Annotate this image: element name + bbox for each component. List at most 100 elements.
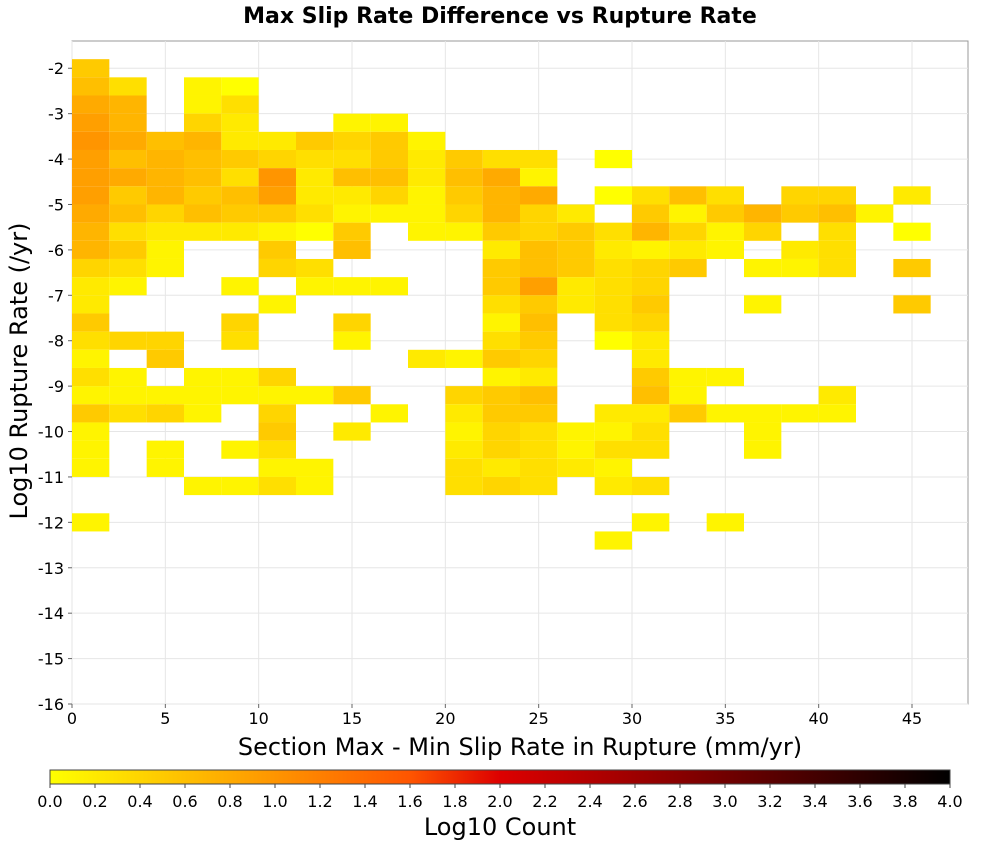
colorbar-tick-label: 2.4 (577, 792, 602, 811)
heatmap-cell (333, 113, 371, 132)
heatmap-cell (594, 258, 632, 278)
heatmap-cell (482, 331, 520, 350)
heatmap-cell (557, 277, 595, 296)
heatmap-cell (221, 222, 259, 241)
heatmap-cell (706, 204, 744, 223)
heatmap-cell (109, 204, 147, 223)
heatmap-cell (408, 131, 446, 150)
heatmap-cell (333, 186, 371, 205)
heatmap-cell (258, 131, 296, 150)
heatmap-cell (520, 386, 558, 405)
heatmap-cell (632, 277, 670, 296)
heatmap-cell (818, 258, 856, 278)
y-tick-label: -3 (48, 105, 64, 124)
heatmap-cell (333, 277, 371, 296)
y-tick-label: -13 (38, 559, 64, 578)
heatmap-cell (333, 240, 371, 259)
heatmap-cell (221, 476, 259, 496)
heatmap-cells (72, 59, 968, 722)
heatmap-cell (146, 440, 184, 459)
heatmap-cell (221, 95, 259, 114)
heatmap-cell (258, 295, 296, 314)
heatmap-cell (72, 277, 110, 296)
heatmap-cell (557, 240, 595, 259)
colorbar-tick-label: 1.6 (397, 792, 422, 811)
heatmap-cell (744, 404, 782, 423)
y-tick-label: -5 (48, 195, 64, 214)
heatmap-cell (482, 476, 520, 496)
x-axis-label: Section Max - Min Slip Rate in Rupture (… (238, 733, 802, 761)
heatmap-cell (184, 386, 222, 405)
heatmap-cell (594, 331, 632, 350)
heatmap-cell (520, 313, 558, 332)
heatmap-cell (557, 422, 595, 441)
heatmap-cell (520, 440, 558, 459)
heatmap-cell (893, 258, 931, 278)
colorbar-tick-label: 1.4 (352, 792, 377, 811)
heatmap-cell (296, 131, 334, 150)
heatmap-cell (856, 704, 893, 722)
heatmap-cell (296, 458, 334, 477)
y-tick-label: -14 (38, 604, 64, 623)
heatmap-cell (408, 204, 446, 223)
heatmap-cell (594, 313, 632, 332)
heatmap-cell (781, 186, 819, 205)
y-tick-label: -9 (48, 377, 64, 396)
heatmap-cell (632, 440, 670, 459)
heatmap-cell (482, 440, 520, 459)
heatmap-cell (931, 704, 968, 722)
colorbar-tick-label: 3.4 (802, 792, 827, 811)
heatmap-cell (109, 186, 147, 205)
heatmap-cell (669, 240, 707, 259)
colorbar-tick-label: 2.8 (667, 792, 692, 811)
heatmap-cell (146, 168, 184, 187)
heatmap-cell (482, 367, 520, 387)
heatmap-cell (109, 131, 147, 150)
heatmap-cell (632, 404, 670, 423)
heatmap-cell (296, 258, 334, 278)
heatmap-cell (669, 204, 707, 223)
x-axis-ticks: 0 5 10 15 20 25 30 35 40 45 (67, 704, 922, 728)
heatmap-cell (72, 240, 110, 259)
heatmap-cell (258, 367, 296, 387)
heatmap-cell (72, 367, 110, 387)
heatmap-cell (258, 458, 296, 477)
heatmap-cell (221, 113, 259, 132)
heatmap-cell (408, 186, 446, 205)
heatmap-cell (72, 386, 110, 405)
heatmap-cell (632, 186, 670, 205)
heatmap-cell (706, 513, 744, 532)
heatmap-cell (109, 113, 147, 132)
y-tick-label: -2 (48, 59, 64, 78)
heatmap-cell (781, 404, 819, 423)
heatmap-cell (669, 258, 707, 278)
heatmap-cell (72, 77, 110, 96)
x-tick-label: 45 (902, 709, 922, 728)
y-tick-label: -8 (48, 332, 64, 351)
heatmap-cell (632, 422, 670, 441)
heatmap-cell (221, 131, 259, 150)
heatmap-cell (370, 186, 408, 205)
heatmap-cell (333, 149, 371, 169)
heatmap-cell (109, 258, 147, 278)
heatmap-cell (445, 204, 483, 223)
heatmap-cell (520, 404, 558, 423)
heatmap-cell (109, 240, 147, 259)
heatmap-cell (482, 168, 520, 187)
heatmap-cell (706, 222, 744, 241)
heatmap-cell (72, 458, 110, 477)
colorbar-tick-label: 0.2 (82, 792, 107, 811)
heatmap-cell (632, 240, 670, 259)
heatmap-cell (184, 222, 222, 241)
heatmap-cell (818, 386, 856, 405)
heatmap-cell (632, 331, 670, 350)
heatmap-cell (669, 386, 707, 405)
heatmap-cell (632, 386, 670, 405)
heatmap-cell (296, 186, 334, 205)
heatmap-cell (408, 168, 446, 187)
heatmap-cell (482, 240, 520, 259)
colorbar-tick-label: 0.4 (127, 792, 152, 811)
y-tick-label: -12 (38, 513, 64, 532)
heatmap-cell (632, 476, 670, 496)
heatmap-cell (482, 258, 520, 278)
